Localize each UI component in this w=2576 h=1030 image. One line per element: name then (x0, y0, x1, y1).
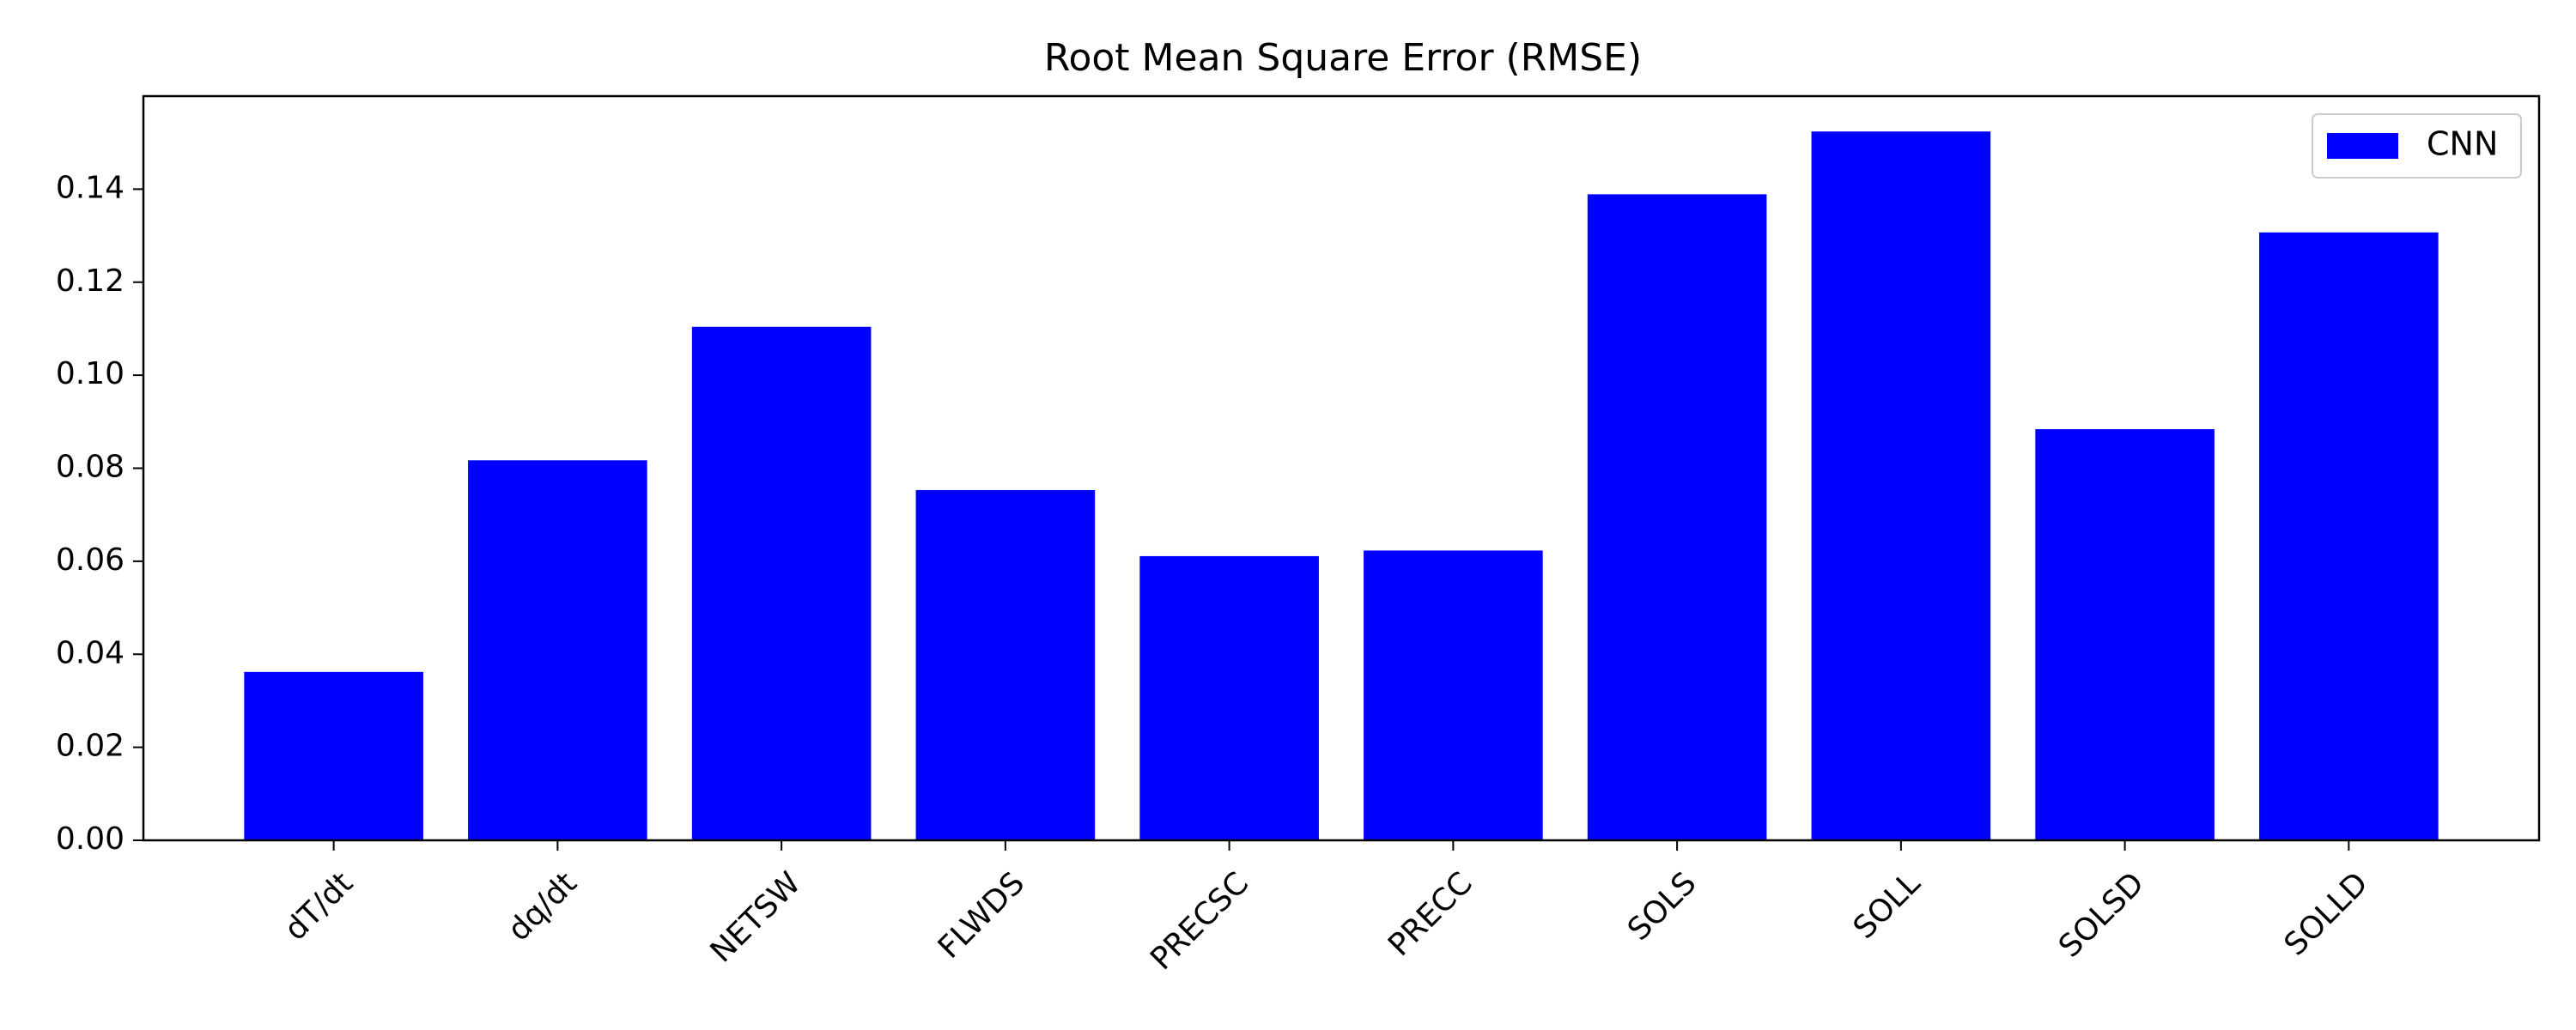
y-tick-label: 0.10 (56, 356, 125, 391)
x-tick-label: dq/dt (501, 865, 584, 948)
y-tick-label: 0.00 (56, 821, 125, 857)
x-tick-label: PRECC (1382, 865, 1479, 963)
bar-dq-dt (468, 460, 647, 840)
bar-sols (1587, 194, 1767, 840)
legend-swatch (2327, 133, 2398, 159)
bars-group (244, 131, 2439, 840)
bar-soll (1811, 131, 1991, 840)
x-tick-label: NETSW (704, 865, 808, 969)
x-axis: dT/dt dq/dt NETSW FLWDS PRECSC PRECC SOLS SOLL S… (278, 840, 2375, 977)
bar-solld (2259, 232, 2439, 840)
bar-precsc (1139, 555, 1319, 840)
y-tick-label: 0.04 (56, 635, 125, 670)
chart-title: Root Mean Square Error (RMSE) (1044, 36, 1642, 80)
bar-flwds (915, 489, 1096, 840)
y-axis: 0.00 0.02 0.04 0.06 0.08 0.10 0.12 0.14 (56, 170, 143, 857)
bar-solsd (2035, 428, 2215, 840)
x-tick-label: SOLLD (2278, 865, 2375, 962)
x-tick-label: SOLL (1847, 865, 1928, 946)
x-tick-label: PRECSC (1144, 865, 1255, 977)
legend-box (2312, 113, 2522, 179)
y-tick-label: 0.02 (56, 729, 125, 764)
x-tick-label: SOLSD (2052, 865, 2151, 964)
bar-precc (1364, 550, 1543, 840)
x-tick-label: FLWDS (932, 865, 1031, 965)
legend-label: CNN (2427, 125, 2498, 163)
x-tick-label: SOLS (1621, 865, 1704, 948)
y-tick-label: 0.12 (56, 264, 125, 299)
plot-frame (142, 94, 2541, 842)
bar-dt-dt (244, 671, 423, 840)
y-tick-label: 0.06 (56, 542, 125, 578)
x-tick-label: dT/dt (278, 865, 360, 947)
bar-netsw (691, 326, 872, 840)
legend: CNN (2312, 113, 2522, 179)
y-tick-label: 0.14 (56, 170, 125, 205)
y-tick-label: 0.08 (56, 450, 125, 485)
